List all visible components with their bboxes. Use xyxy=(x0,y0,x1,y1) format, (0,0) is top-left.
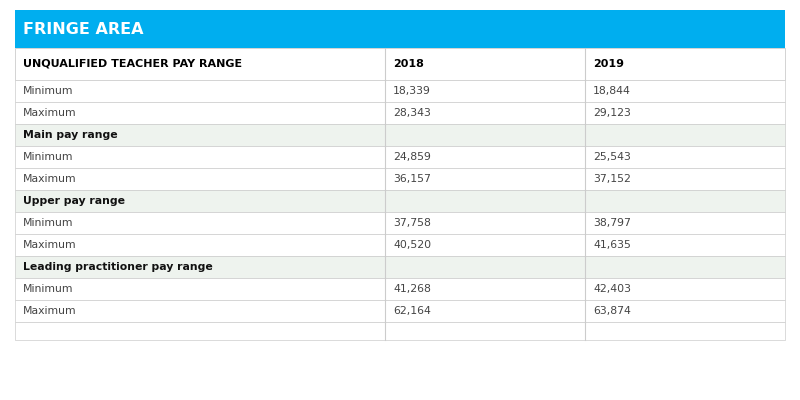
Text: Minimum: Minimum xyxy=(23,218,74,228)
Text: 40,520: 40,520 xyxy=(393,240,431,250)
Bar xyxy=(15,102,785,124)
Text: Minimum: Minimum xyxy=(23,152,74,162)
Text: Maximum: Maximum xyxy=(23,174,77,184)
Bar xyxy=(15,168,785,190)
Bar xyxy=(15,190,785,212)
Text: 62,164: 62,164 xyxy=(393,306,431,316)
Text: 36,157: 36,157 xyxy=(393,174,431,184)
Text: 28,343: 28,343 xyxy=(393,108,431,118)
Text: 2019: 2019 xyxy=(593,59,624,69)
Bar xyxy=(15,234,785,256)
Text: 37,152: 37,152 xyxy=(593,174,631,184)
Text: FRINGE AREA: FRINGE AREA xyxy=(23,22,143,36)
Text: 25,543: 25,543 xyxy=(593,152,631,162)
Text: 2018: 2018 xyxy=(393,59,424,69)
Text: 41,635: 41,635 xyxy=(593,240,631,250)
Text: Minimum: Minimum xyxy=(23,86,74,96)
Text: UNQUALIFIED TEACHER PAY RANGE: UNQUALIFIED TEACHER PAY RANGE xyxy=(23,59,242,69)
Bar xyxy=(15,278,785,300)
Text: Minimum: Minimum xyxy=(23,284,74,294)
Bar xyxy=(15,322,785,340)
Text: Main pay range: Main pay range xyxy=(23,130,118,140)
Text: 37,758: 37,758 xyxy=(393,218,431,228)
Text: 41,268: 41,268 xyxy=(393,284,431,294)
Bar xyxy=(15,300,785,322)
Text: 18,339: 18,339 xyxy=(393,86,431,96)
Text: 42,403: 42,403 xyxy=(593,284,631,294)
Bar xyxy=(15,48,785,80)
Bar xyxy=(15,146,785,168)
Text: 29,123: 29,123 xyxy=(593,108,631,118)
Bar xyxy=(15,80,785,102)
Text: Leading practitioner pay range: Leading practitioner pay range xyxy=(23,262,213,272)
Text: 63,874: 63,874 xyxy=(593,306,631,316)
Bar xyxy=(15,212,785,234)
Text: 24,859: 24,859 xyxy=(393,152,431,162)
Bar xyxy=(15,256,785,278)
Text: Upper pay range: Upper pay range xyxy=(23,196,125,206)
Text: 18,844: 18,844 xyxy=(593,86,631,96)
Text: Maximum: Maximum xyxy=(23,306,77,316)
Text: 38,797: 38,797 xyxy=(593,218,631,228)
Bar xyxy=(15,10,785,48)
Bar xyxy=(15,124,785,146)
Text: Maximum: Maximum xyxy=(23,108,77,118)
Text: Maximum: Maximum xyxy=(23,240,77,250)
